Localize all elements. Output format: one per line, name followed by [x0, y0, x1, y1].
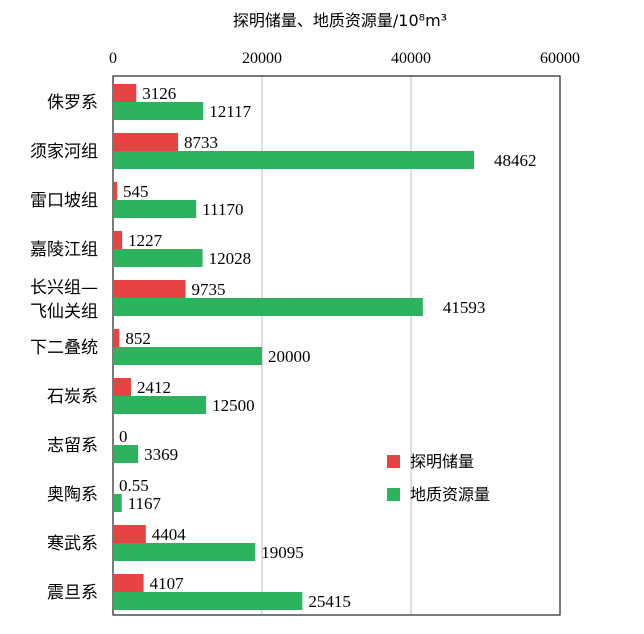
x-tick-label: 0 — [109, 50, 117, 67]
value-label: 25415 — [308, 592, 351, 611]
category-label: 下二叠统 — [30, 338, 98, 358]
bar-geological-resources — [113, 151, 475, 169]
value-label: 1227 — [128, 231, 163, 250]
value-label: 1167 — [128, 494, 162, 513]
value-label: 11170 — [202, 200, 243, 219]
chart-title: 探明储量、地质资源量/10⁸m³ — [233, 11, 447, 30]
bar-proven-reserves — [113, 280, 186, 298]
value-label: 12117 — [209, 102, 251, 121]
value-label: 3369 — [144, 445, 178, 464]
legend-swatch — [387, 488, 400, 501]
category-label: 震旦系 — [47, 583, 98, 603]
legend-label: 地质资源量 — [410, 485, 490, 504]
value-label: 20000 — [268, 347, 311, 366]
category-label: 雷口坡组 — [30, 191, 98, 211]
bar-proven-reserves — [113, 525, 146, 543]
bar-proven-reserves — [113, 329, 120, 347]
value-label: 12028 — [209, 249, 252, 268]
x-tick-label: 40000 — [391, 50, 431, 67]
bar-proven-reserves — [113, 574, 144, 592]
value-label: 41593 — [443, 298, 486, 317]
bar-geological-resources — [113, 445, 139, 463]
category-label: 石炭系 — [47, 387, 98, 407]
bar-geological-resources — [113, 200, 197, 218]
category-label: 嘉陵江组 — [30, 240, 98, 260]
bar-proven-reserves — [113, 378, 131, 396]
legend-swatch — [387, 455, 400, 468]
bar-proven-reserves — [113, 182, 118, 200]
value-label: 4404 — [152, 525, 187, 544]
bar-proven-reserves — [113, 231, 123, 249]
category-label: 侏罗系 — [47, 93, 98, 113]
category-label: 奥陶系 — [47, 485, 98, 505]
value-label: 0.55 — [119, 476, 149, 495]
bars-layer — [113, 84, 475, 610]
bar-geological-resources — [113, 592, 303, 610]
bar-geological-resources — [113, 298, 423, 316]
value-labels: 3126 12117 8733 48462 545 11170 1227 12028 9735 4… — [119, 84, 537, 611]
value-label: 19095 — [261, 543, 304, 562]
bar-proven-reserves — [113, 133, 179, 151]
value-label: 2412 — [137, 378, 171, 397]
x-tick-label: 60000 — [540, 50, 580, 67]
value-label: 12500 — [212, 396, 255, 415]
value-label: 48462 — [494, 151, 536, 170]
bar-geological-resources — [113, 249, 203, 267]
bar-geological-resources — [113, 347, 262, 365]
legend-label: 探明储量 — [410, 452, 474, 471]
category-label: 志留系 — [47, 436, 98, 456]
value-label: 0 — [119, 427, 128, 446]
value-label: 852 — [125, 329, 151, 348]
x-axis-ticks: 0 20000 40000 60000 — [109, 50, 580, 67]
value-label: 3126 — [142, 84, 176, 103]
value-label: 8733 — [184, 133, 218, 152]
bar-geological-resources — [113, 494, 122, 512]
category-label: 飞仙关组 — [30, 302, 98, 322]
bar-geological-resources — [113, 102, 204, 120]
value-label: 545 — [123, 182, 148, 201]
category-label: 长兴组— — [30, 278, 98, 298]
bar-proven-reserves — [113, 84, 137, 102]
bar-geological-resources — [113, 543, 256, 561]
value-label: 9735 — [192, 280, 226, 299]
bar-geological-resources — [113, 396, 207, 414]
category-label: 寒武系 — [47, 534, 98, 554]
x-tick-label: 20000 — [242, 50, 282, 67]
value-label: 4107 — [150, 574, 185, 593]
category-label: 须家河组 — [30, 142, 98, 162]
